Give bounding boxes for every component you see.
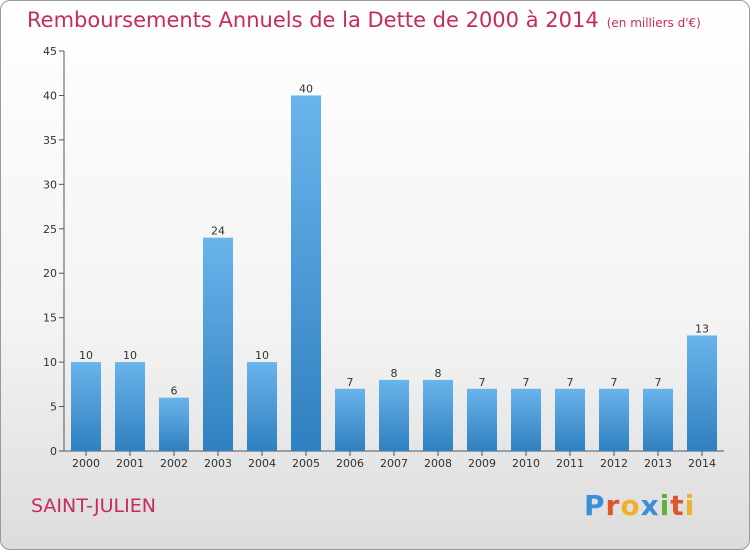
x-tick-label: 2005: [292, 457, 320, 470]
bar: [687, 335, 717, 451]
x-tick-label: 2011: [556, 457, 584, 470]
title-text: Remboursements Annuels de la Dette de 20…: [27, 8, 599, 32]
x-tick-label: 2002: [160, 457, 188, 470]
bar-value-label: 6: [171, 385, 178, 398]
x-tick-label: 2010: [512, 457, 540, 470]
proxiti-logo: Proxiti: [584, 489, 695, 522]
bar-value-label: 7: [567, 376, 574, 389]
x-tick-label: 2014: [688, 457, 716, 470]
x-tick-label: 2003: [204, 457, 232, 470]
x-tick-label: 2012: [600, 457, 628, 470]
logo-letter: x: [640, 489, 660, 522]
bar: [599, 388, 629, 451]
bar-value-label: 8: [435, 367, 442, 380]
y-tick-label: 30: [43, 178, 57, 191]
bar-value-label: 8: [391, 367, 398, 380]
logo-letter: i: [684, 489, 696, 522]
bar: [643, 388, 673, 451]
bar: [159, 397, 189, 451]
commune-name: SAINT-JULIEN: [31, 495, 156, 517]
y-tick-label: 0: [50, 445, 57, 458]
logo-letter: t: [670, 489, 685, 522]
logo-letter: i: [659, 489, 671, 522]
x-tick-label: 2000: [72, 457, 100, 470]
y-tick-label: 5: [50, 401, 57, 414]
bar-value-label: 7: [479, 376, 486, 389]
bar: [555, 388, 585, 451]
bar: [247, 362, 277, 451]
bar-value-label: 13: [695, 322, 709, 335]
bar-value-label: 10: [123, 349, 137, 362]
bar: [71, 362, 101, 451]
logo-letter: P: [584, 489, 606, 522]
x-tick-label: 2007: [380, 457, 408, 470]
bar-value-label: 24: [211, 225, 225, 238]
bar: [423, 379, 453, 451]
bar: [203, 237, 233, 451]
bar: [467, 388, 497, 451]
y-tick-label: 45: [43, 45, 57, 58]
y-tick-label: 10: [43, 356, 57, 369]
y-tick-label: 40: [43, 89, 57, 102]
bar-value-label: 10: [79, 349, 93, 362]
bar-value-label: 7: [611, 376, 618, 389]
title-unit: (en milliers d'€): [606, 16, 701, 30]
x-tick-label: 2013: [644, 457, 672, 470]
bar-value-label: 7: [347, 376, 354, 389]
x-tick-label: 2008: [424, 457, 452, 470]
bar-value-label: 40: [299, 82, 313, 95]
y-tick-label: 15: [43, 312, 57, 325]
y-tick-label: 35: [43, 134, 57, 147]
bar: [379, 379, 409, 451]
bar: [291, 95, 321, 451]
y-tick-label: 25: [43, 223, 57, 236]
bar-value-label: 7: [655, 376, 662, 389]
x-tick-label: 2006: [336, 457, 364, 470]
logo-letter: r: [605, 489, 621, 522]
y-tick-label: 20: [43, 267, 57, 280]
chart-title: Remboursements Annuels de la Dette de 20…: [27, 8, 701, 32]
bar: [511, 388, 541, 451]
bar: [115, 362, 145, 451]
x-tick-label: 2001: [116, 457, 144, 470]
bar: [335, 388, 365, 451]
x-tick-label: 2004: [248, 457, 276, 470]
bar-value-label: 10: [255, 349, 269, 362]
logo-letter: o: [620, 489, 641, 522]
x-tick-label: 2009: [468, 457, 496, 470]
bar-value-label: 7: [523, 376, 530, 389]
